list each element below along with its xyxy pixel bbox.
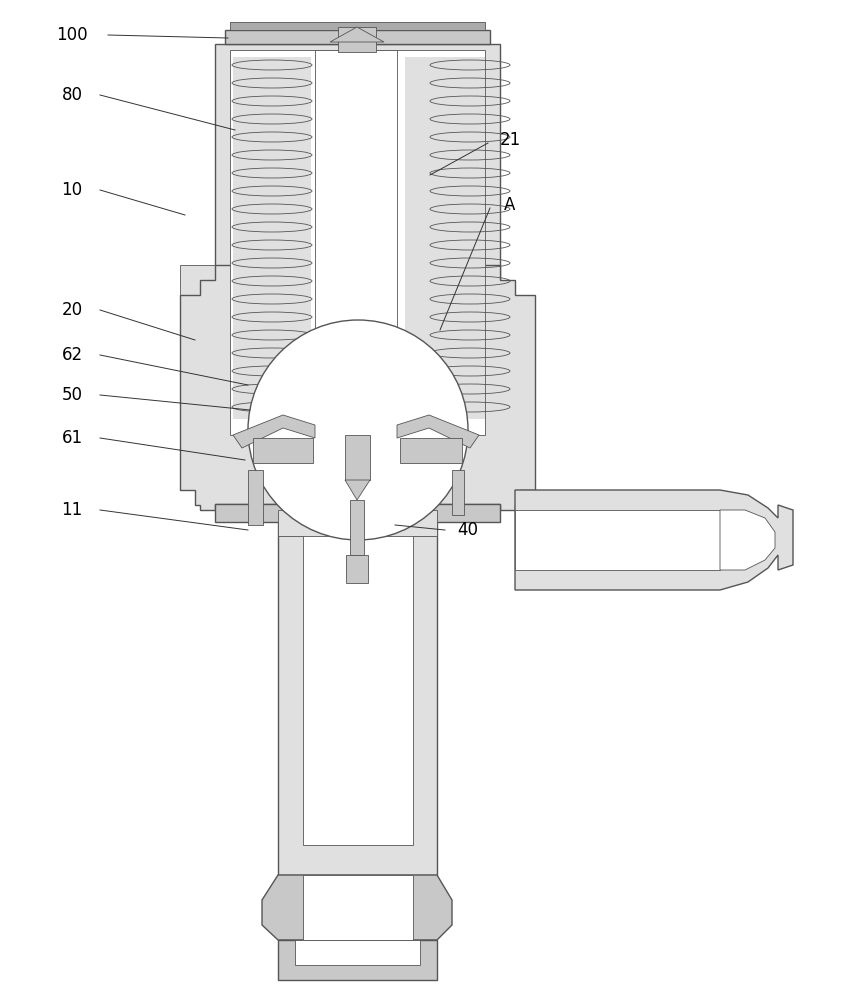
Text: A: A xyxy=(505,196,516,214)
Polygon shape xyxy=(330,27,384,42)
Bar xyxy=(315,50,397,438)
Bar xyxy=(278,535,437,875)
Bar xyxy=(278,510,437,536)
Circle shape xyxy=(248,320,468,540)
Bar xyxy=(345,435,370,480)
Text: 61: 61 xyxy=(61,429,82,447)
Bar xyxy=(400,438,462,463)
Bar xyxy=(233,57,311,419)
Bar xyxy=(215,44,500,504)
Bar xyxy=(350,500,364,555)
Text: 100: 100 xyxy=(56,26,87,44)
Bar xyxy=(225,30,490,44)
Bar xyxy=(303,875,413,940)
Polygon shape xyxy=(233,415,315,448)
Polygon shape xyxy=(397,415,479,448)
Bar xyxy=(338,27,376,52)
Text: 10: 10 xyxy=(61,181,82,199)
Bar xyxy=(515,510,720,570)
Bar xyxy=(230,50,485,435)
Bar xyxy=(295,940,420,965)
Bar xyxy=(405,57,485,419)
Polygon shape xyxy=(262,875,452,940)
Text: 21: 21 xyxy=(500,131,521,149)
Polygon shape xyxy=(720,510,775,570)
Bar xyxy=(346,555,368,583)
Polygon shape xyxy=(500,265,515,295)
Bar xyxy=(303,535,413,845)
Text: 20: 20 xyxy=(61,301,82,319)
Bar xyxy=(278,940,437,980)
Text: 80: 80 xyxy=(61,86,82,104)
Polygon shape xyxy=(515,490,793,590)
Polygon shape xyxy=(180,265,535,510)
Text: 11: 11 xyxy=(61,501,82,519)
Polygon shape xyxy=(180,265,215,295)
Bar xyxy=(452,470,464,515)
Text: 40: 40 xyxy=(458,521,479,539)
Bar xyxy=(248,470,263,525)
Polygon shape xyxy=(345,480,370,500)
Text: 62: 62 xyxy=(61,346,82,364)
Text: 50: 50 xyxy=(61,386,82,404)
Bar xyxy=(253,438,313,463)
Polygon shape xyxy=(215,504,500,535)
Bar xyxy=(230,22,485,30)
